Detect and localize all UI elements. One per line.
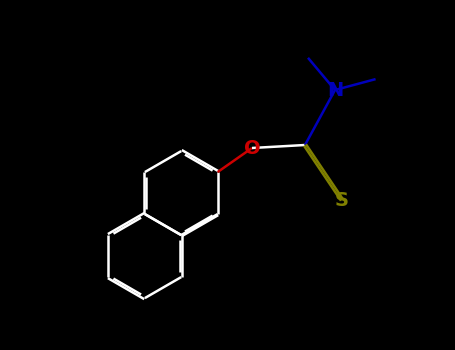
Text: O: O bbox=[244, 139, 260, 158]
Text: S: S bbox=[335, 190, 349, 210]
Text: N: N bbox=[327, 80, 343, 99]
